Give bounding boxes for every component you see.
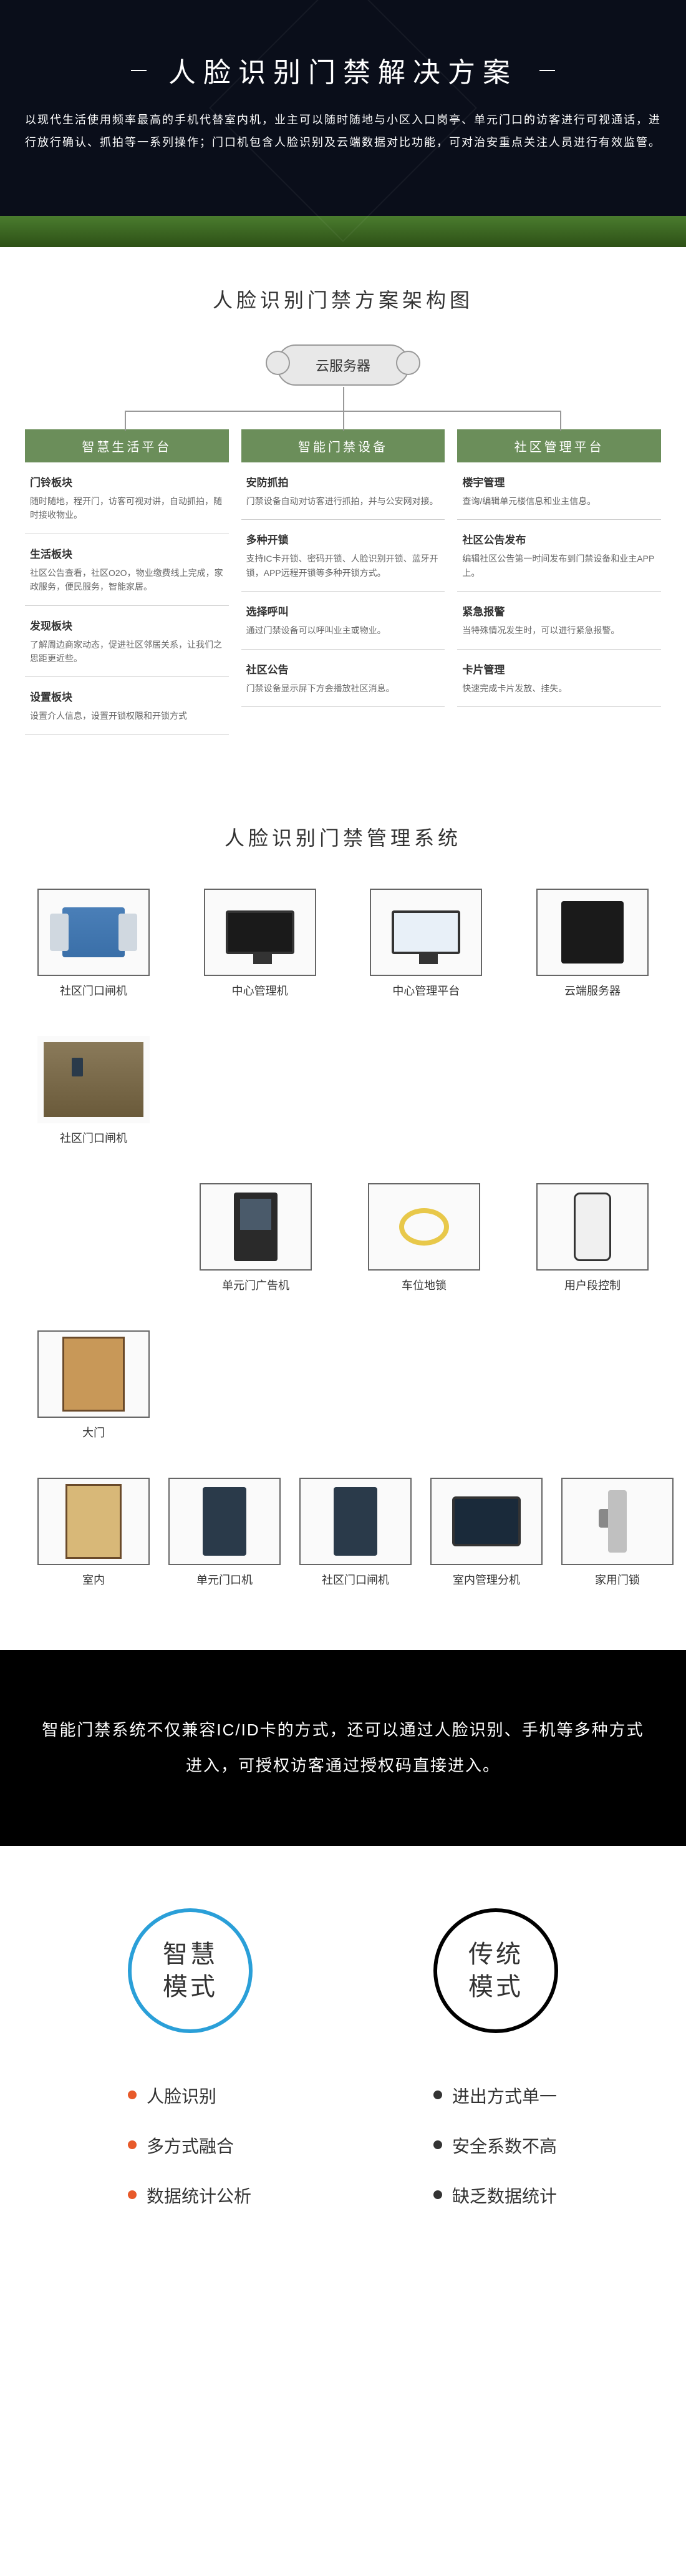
node-cloud-server: 云端服务器 bbox=[536, 889, 649, 998]
node-mgmt-pc: 中心管理机 bbox=[204, 889, 316, 998]
list-item: 进出方式单一 bbox=[433, 2083, 558, 2108]
monitor-icon bbox=[226, 910, 294, 954]
list-item: 多方式融合 bbox=[128, 2133, 253, 2158]
compare-traditional: 传统 模式 进出方式单一 安全系数不高 缺乏数据统计 bbox=[433, 1908, 558, 2233]
node-home-lock: 家用门锁 bbox=[561, 1478, 674, 1588]
chunk: 选择呼叫通过门禁设备可以呼叫业主或物业。 bbox=[241, 592, 445, 649]
lock-icon bbox=[399, 1208, 449, 1246]
connector-lines bbox=[125, 411, 561, 429]
node-turnstile: 社区门口闸机 bbox=[37, 889, 150, 998]
chunk: 安防抓拍门禁设备自动对访客进行抓拍，并与公安网对接。 bbox=[241, 462, 445, 520]
list-item: 人脸识别 bbox=[128, 2083, 253, 2108]
sys-title: 人脸识别门禁管理系统 bbox=[25, 822, 661, 851]
panel-icon bbox=[334, 1487, 377, 1556]
node-entrance: 社区门口闸机 bbox=[37, 1036, 150, 1146]
entrance-icon bbox=[44, 1042, 143, 1117]
node-mgmt-platform: 中心管理平台 bbox=[370, 889, 482, 998]
col-head: 社区管理平台 bbox=[457, 429, 661, 462]
arch-col-manage: 社区管理平台 楼宇管理查询/编辑单元楼信息和业主信息。 社区公告发布编辑社区公告… bbox=[457, 429, 661, 735]
chunk: 多种开锁支持IC卡开锁、密码开锁、人脸识别开锁、蓝牙开锁，APP远程开锁等多种开… bbox=[241, 520, 445, 592]
list-item: 缺乏数据统计 bbox=[433, 2183, 558, 2208]
chunk: 门铃板块随时随地，程开门，访客可视对讲，自动抓拍，随时接收物业。 bbox=[25, 462, 229, 534]
smart-list: 人脸识别 多方式融合 数据统计公析 bbox=[128, 2083, 253, 2208]
chunk: 设置板块设置介人信息，设置开锁权限和开锁方式 bbox=[25, 677, 229, 734]
traditional-ring: 传统 模式 bbox=[433, 1908, 558, 2033]
banner-text: 智能门禁系统不仅兼容IC/ID卡的方式，还可以通过人脸识别、手机等多种方式进入，… bbox=[37, 1712, 649, 1783]
handle-icon bbox=[608, 1490, 627, 1553]
phone-icon bbox=[574, 1193, 611, 1261]
chunk: 社区公告发布编辑社区公告第一时间发布到门禁设备和业主APP上。 bbox=[457, 520, 661, 592]
system-section: 人脸识别门禁管理系统 社区门口闸机 中心管理机 中心管理平台 云端服务器 社区门… bbox=[0, 785, 686, 1650]
turnstile-icon bbox=[62, 907, 125, 957]
chunk: 卡片管理快速完成卡片发放、挂失。 bbox=[457, 650, 661, 707]
node-indoor: 室内 bbox=[37, 1478, 150, 1588]
compare-smart: 智慧 模式 人脸识别 多方式融合 数据统计公析 bbox=[128, 1908, 253, 2233]
arch-columns: 智慧生活平台 门铃板块随时随地，程开门，访客可视对讲，自动抓拍，随时接收物业。 … bbox=[25, 429, 661, 735]
indoor-icon bbox=[65, 1484, 122, 1559]
arch-title: 人脸识别门禁方案架构图 bbox=[25, 285, 661, 313]
smart-ring: 智慧 模式 bbox=[128, 1908, 253, 2033]
monitor-icon bbox=[392, 910, 460, 954]
list-item: 安全系数不高 bbox=[433, 2133, 558, 2158]
traditional-list: 进出方式单一 安全系数不高 缺乏数据统计 bbox=[433, 2083, 558, 2208]
door-icon bbox=[62, 1337, 125, 1412]
hero-title: 人脸识别门禁解决方案 bbox=[131, 50, 555, 90]
node-indoor-ext: 室内管理分机 bbox=[430, 1478, 543, 1588]
chunk: 紧急报警当特殊情况发生时，可以进行紧急报警。 bbox=[457, 592, 661, 649]
node-community-gate: 社区门口闸机 bbox=[299, 1478, 412, 1588]
node-gate: 大门 bbox=[37, 1330, 150, 1440]
chunk: 生活板块社区公告查看，社区O2O，物业缴费线上完成，家政服务，便民服务，智能家居… bbox=[25, 534, 229, 606]
sys-grid: 社区门口闸机 中心管理机 中心管理平台 云端服务器 社区门口闸机 单元门广告机 … bbox=[25, 889, 661, 1588]
arch-col-device: 智能门禁设备 安防抓拍门禁设备自动对访客进行抓拍，并与公安网对接。 多种开锁支持… bbox=[241, 429, 445, 735]
node-parking-lock: 车位地锁 bbox=[368, 1183, 480, 1293]
hero-section: 人脸识别门禁解决方案 以现代生活使用频率最高的手机代替室内机，业主可以随时随地与… bbox=[0, 0, 686, 216]
node-user-control: 用户段控制 bbox=[536, 1183, 649, 1293]
col-head: 智能门禁设备 bbox=[241, 429, 445, 462]
architecture-section: 人脸识别门禁方案架构图 云服务器 智慧生活平台 门铃板块随时随地，程开门，访客可… bbox=[0, 247, 686, 785]
node-unit-door: 单元门口机 bbox=[168, 1478, 281, 1588]
node-ad-kiosk: 单元门广告机 bbox=[200, 1183, 312, 1293]
list-item: 数据统计公析 bbox=[128, 2183, 253, 2208]
chunk: 发现板块了解周边商家动态，促进社区邻居关系，让我们之思距更近些。 bbox=[25, 606, 229, 678]
cloud-server-box: 云服务器 bbox=[277, 344, 409, 386]
chunk: 社区公告门禁设备显示屏下方会播放社区消息。 bbox=[241, 650, 445, 707]
banner-section: 智能门禁系统不仅兼容IC/ID卡的方式，还可以通过人脸识别、手机等多种方式进入，… bbox=[0, 1650, 686, 1846]
chunk: 楼宇管理查询/编辑单元楼信息和业主信息。 bbox=[457, 462, 661, 520]
compare-section: 智慧 模式 人脸识别 多方式融合 数据统计公析 传统 模式 进出方式单一 安全系… bbox=[0, 1846, 686, 2308]
tablet-icon bbox=[452, 1496, 521, 1546]
col-head: 智慧生活平台 bbox=[25, 429, 229, 462]
server-icon bbox=[574, 901, 611, 964]
panel-icon bbox=[203, 1487, 246, 1556]
kiosk-icon bbox=[234, 1193, 278, 1261]
arch-col-platform: 智慧生活平台 门铃板块随时随地，程开门，访客可视对讲，自动抓拍，随时接收物业。 … bbox=[25, 429, 229, 735]
hero-desc: 以现代生活使用频率最高的手机代替室内机，业主可以随时随地与小区入口岗亭、单元门口… bbox=[25, 109, 661, 154]
